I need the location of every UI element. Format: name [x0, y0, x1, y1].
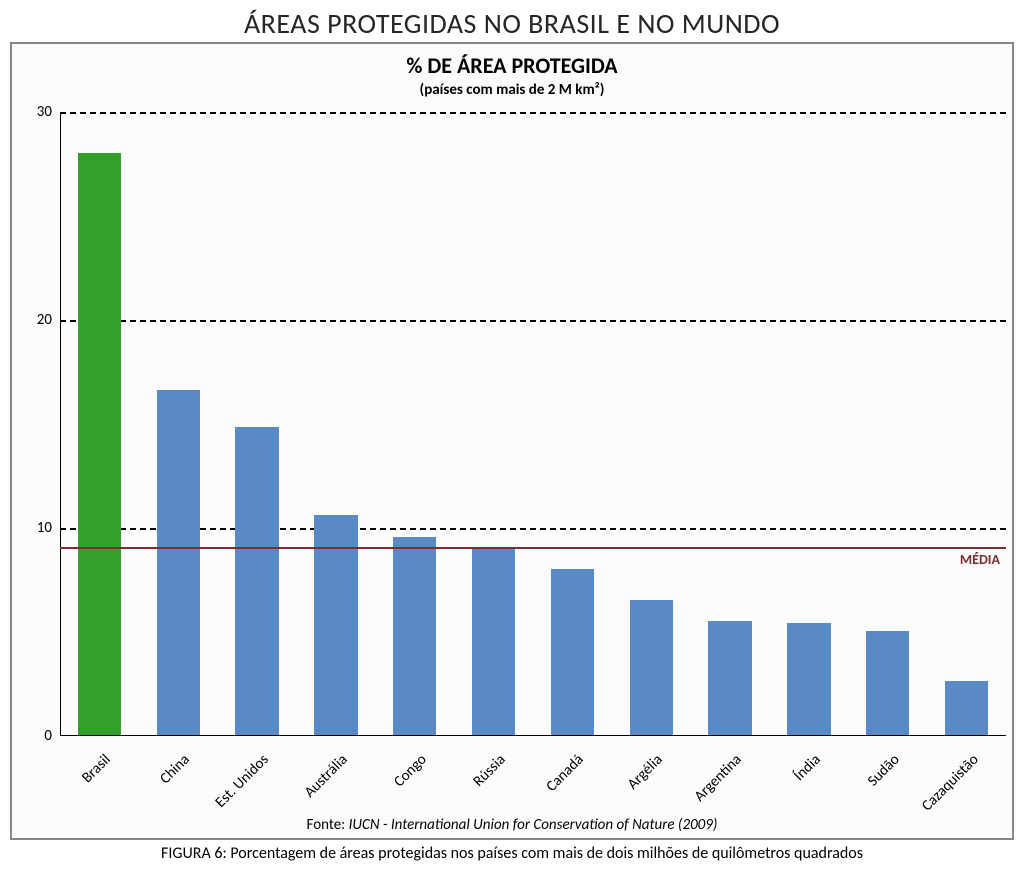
- figure-caption: FIGURA 6: Porcentagem de áreas protegida…: [0, 844, 1024, 863]
- chart-container: ÁREAS PROTEGIDAS NO BRASIL E NO MUNDO % …: [0, 0, 1024, 871]
- bar: [235, 427, 278, 735]
- gridline: [60, 112, 1006, 114]
- gridline: [60, 528, 1006, 530]
- bar: [472, 548, 515, 735]
- bar: [866, 631, 909, 735]
- bar: [708, 621, 751, 735]
- x-axis-label: Índia: [790, 751, 824, 785]
- bar: [551, 569, 594, 735]
- x-axis-label: Sudão: [864, 751, 903, 790]
- y-axis: [60, 112, 61, 736]
- chart-title: % DE ÁREA PROTEGIDA: [12, 52, 1012, 79]
- bar: [78, 153, 121, 735]
- x-axis-label: Brasil: [79, 751, 115, 787]
- x-axis-label: Est. Unidos: [212, 751, 273, 812]
- media-label: MÉDIA: [960, 551, 1000, 568]
- bar: [945, 681, 988, 735]
- x-axis-label: Austrália: [301, 751, 352, 802]
- y-tick-label: 30: [37, 103, 52, 121]
- media-line: [60, 547, 1006, 549]
- x-axis-label: Cazaquistão: [918, 751, 982, 815]
- y-tick-label: 0: [44, 727, 52, 745]
- plot-area: 0102030BrasilChinaEst. UnidosAustráliaCo…: [60, 112, 1006, 736]
- main-title: ÁREAS PROTEGIDAS NO BRASIL E NO MUNDO: [0, 0, 1024, 41]
- x-axis-label: Argentina: [691, 751, 746, 806]
- bar: [393, 537, 436, 735]
- x-axis-label: Rússia: [469, 751, 509, 791]
- x-axis-label: China: [157, 751, 194, 788]
- chart-subtitle: (países com mais de 2 M km²): [12, 81, 1012, 99]
- bar: [157, 390, 200, 735]
- x-axis-label: Argélia: [624, 751, 667, 794]
- gridline: [60, 320, 1006, 322]
- bar: [787, 623, 830, 735]
- y-tick-label: 20: [37, 311, 52, 329]
- source-prefix: Fonte:: [307, 816, 349, 834]
- chart-source: Fonte: IUCN - International Union for Co…: [12, 816, 1012, 834]
- x-axis-label: Congo: [390, 751, 430, 791]
- x-axis: [60, 735, 1006, 736]
- x-axis-label: Canadá: [543, 751, 588, 796]
- chart-frame: % DE ÁREA PROTEGIDA (países com mais de …: [10, 42, 1014, 840]
- source-text: IUCN - International Union for Conservat…: [349, 816, 718, 834]
- y-tick-label: 10: [37, 519, 52, 537]
- bar: [630, 600, 673, 735]
